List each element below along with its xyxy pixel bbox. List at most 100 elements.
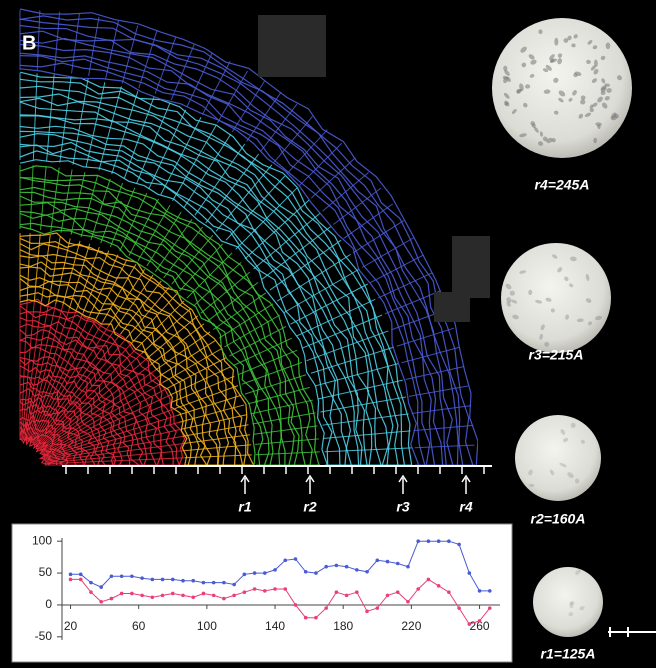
mesh-radial bbox=[88, 16, 100, 77]
mesh-radial bbox=[224, 314, 281, 348]
mesh-radial bbox=[25, 305, 64, 441]
sphere-spot bbox=[520, 46, 527, 53]
sphere-spot bbox=[592, 45, 598, 50]
mesh-radial bbox=[244, 199, 310, 260]
mesh-radial bbox=[154, 218, 193, 272]
mesh-radial bbox=[246, 91, 282, 142]
mesh-radial bbox=[252, 412, 316, 425]
mesh-radial bbox=[310, 157, 356, 199]
data-point bbox=[477, 619, 482, 623]
sphere-spot bbox=[516, 88, 521, 94]
sphere-spot bbox=[573, 34, 578, 39]
sphere-spot bbox=[606, 88, 612, 93]
mesh-radial bbox=[306, 330, 389, 362]
data-point bbox=[365, 609, 369, 614]
sphere-spot bbox=[601, 78, 606, 84]
sphere-spot bbox=[571, 43, 576, 48]
sphere-spot bbox=[511, 109, 517, 115]
data-point bbox=[375, 606, 380, 610]
sphere-spot bbox=[567, 472, 574, 478]
mesh-radial bbox=[317, 379, 403, 400]
data-point bbox=[273, 568, 277, 572]
mesh-radial bbox=[384, 290, 441, 315]
ruler-ticks: r1 r2 r3 r4 bbox=[65, 466, 485, 515]
mesh-radial bbox=[177, 394, 242, 416]
sphere-spot bbox=[580, 95, 586, 101]
sphere-spot bbox=[580, 99, 586, 105]
sphere-spot bbox=[595, 122, 603, 127]
data-point bbox=[222, 580, 226, 585]
sphere-spot bbox=[605, 42, 611, 50]
data-point bbox=[375, 558, 380, 563]
mesh-radial bbox=[186, 52, 213, 108]
data-point bbox=[395, 590, 400, 594]
mesh-radial bbox=[136, 102, 171, 184]
radius-marker: r3 bbox=[396, 499, 409, 515]
mesh-radial bbox=[172, 375, 235, 403]
data-point bbox=[334, 590, 339, 594]
mesh-radial bbox=[150, 323, 205, 365]
mesh-radial bbox=[276, 253, 351, 302]
data-point bbox=[385, 559, 390, 564]
mesh-radial bbox=[50, 167, 60, 232]
sphere-spot bbox=[504, 100, 510, 107]
mesh-radial bbox=[179, 404, 245, 423]
sphere-spot bbox=[557, 58, 563, 65]
mesh-radial bbox=[218, 303, 274, 339]
mesh-radial bbox=[405, 366, 465, 380]
data-point bbox=[130, 591, 134, 596]
sphere-spot bbox=[551, 138, 556, 143]
sphere-spot bbox=[539, 333, 543, 340]
sphere-spot bbox=[546, 137, 553, 144]
mesh-radial bbox=[213, 292, 267, 331]
chart-panel bbox=[11, 523, 513, 663]
mesh-radial bbox=[183, 134, 232, 209]
data-point bbox=[181, 578, 185, 583]
mesh-radial bbox=[225, 175, 286, 241]
sphere-spot bbox=[591, 78, 598, 84]
sphere-spot bbox=[579, 606, 585, 611]
mesh-radial bbox=[123, 96, 155, 179]
mesh-radial bbox=[137, 204, 171, 261]
sphere-spot bbox=[569, 601, 574, 609]
sphere-spot bbox=[563, 38, 569, 43]
spheres: r4=245A r3=215A r2=160A r1=125A bbox=[492, 18, 632, 662]
sphere-spot bbox=[535, 299, 543, 304]
data-point bbox=[314, 615, 318, 620]
mesh-radial bbox=[46, 74, 55, 162]
data-point bbox=[436, 539, 441, 543]
sphere-spot bbox=[589, 104, 594, 109]
mesh-radial bbox=[217, 70, 248, 124]
sphere-spot bbox=[558, 90, 566, 97]
sphere-spot bbox=[570, 601, 575, 606]
data-point bbox=[273, 587, 277, 591]
data-point bbox=[78, 577, 83, 582]
mesh-radial bbox=[38, 358, 147, 450]
mesh-radial bbox=[298, 142, 343, 187]
data-point bbox=[252, 587, 257, 591]
mesh-radial bbox=[235, 187, 298, 250]
sphere bbox=[515, 415, 601, 501]
sphere-spot bbox=[529, 74, 535, 78]
data-point bbox=[191, 595, 196, 600]
mesh-radial bbox=[89, 254, 119, 316]
sphere-spot bbox=[558, 97, 564, 103]
mesh-radial bbox=[80, 175, 99, 238]
mesh-radial bbox=[59, 76, 72, 163]
sphere-spot bbox=[597, 96, 603, 103]
sphere-spot bbox=[572, 90, 577, 96]
data-point bbox=[252, 571, 257, 575]
mesh-radial bbox=[40, 369, 156, 452]
mesh-radial bbox=[114, 274, 154, 331]
sphere-spot bbox=[545, 64, 552, 71]
sphere-spot bbox=[568, 97, 573, 102]
data-point bbox=[477, 589, 482, 593]
mesh-radial bbox=[186, 252, 233, 299]
mesh-radial bbox=[180, 414, 247, 430]
data-point bbox=[447, 590, 451, 594]
marker-arrow-head bbox=[461, 474, 471, 483]
mesh-radial bbox=[160, 117, 202, 195]
sphere-spot bbox=[521, 62, 527, 68]
mesh-radial bbox=[215, 164, 273, 232]
data-point bbox=[447, 539, 451, 543]
